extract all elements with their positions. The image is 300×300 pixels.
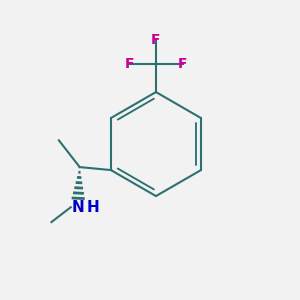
Text: F: F [178,57,188,71]
Text: N: N [72,200,85,215]
Text: F: F [151,33,161,47]
Text: H: H [87,200,99,215]
Text: F: F [124,57,134,71]
